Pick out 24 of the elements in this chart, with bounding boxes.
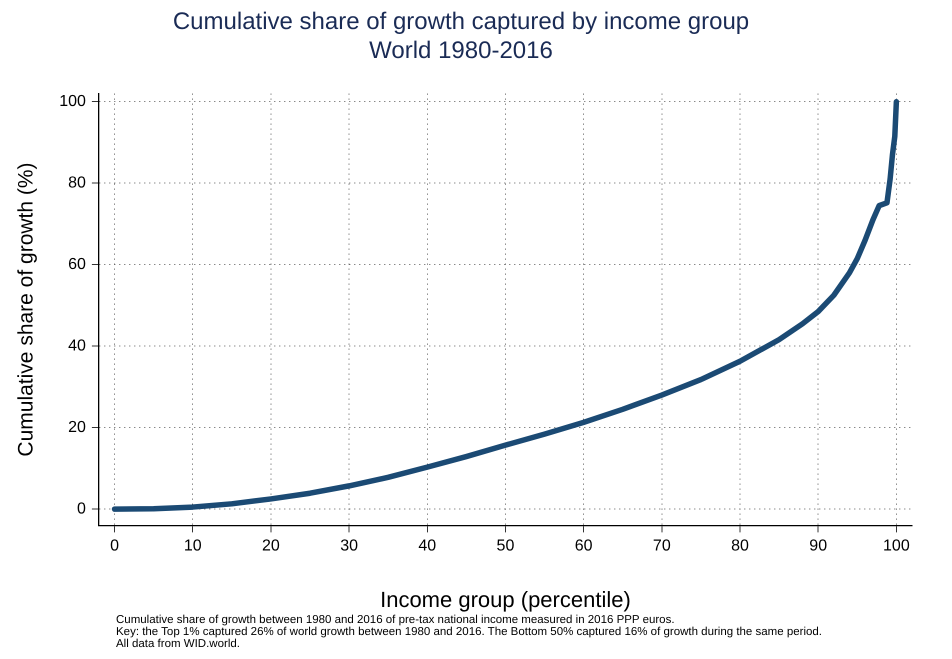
x-tick-label: 90 bbox=[809, 537, 828, 554]
x-tick-label: 100 bbox=[883, 537, 910, 554]
chart-title: Cumulative share of growth captured by income group bbox=[172, 8, 750, 36]
y-tick-label: 80 bbox=[68, 174, 86, 192]
text: Key: the Top 1% captured 26% of world growth between 1980 and 2016. The Bottom 50% captured 16% of growth during the same period. bbox=[116, 626, 822, 638]
x-axis-title: Income group (percentile) bbox=[380, 586, 631, 612]
x-tick-label: 0 bbox=[110, 537, 120, 554]
y-axis-title: Cumulative share of growth (%) bbox=[14, 162, 38, 457]
x-tick-label: 60 bbox=[574, 537, 593, 554]
x-tick-label: 70 bbox=[652, 537, 671, 554]
y-tick-label: 20 bbox=[68, 419, 86, 436]
y-tick-label: 60 bbox=[68, 256, 86, 274]
x-tick-label: 50 bbox=[496, 537, 514, 554]
chart-subtitle: World 1980-2016 bbox=[369, 36, 553, 64]
y-tick-label: 40 bbox=[68, 338, 86, 355]
x-tick-label: 10 bbox=[184, 537, 202, 554]
text: Cumulative share of growth between 1980 and 2016 of pre-tax national income measured in 2016 PPP euros. bbox=[116, 614, 676, 626]
x-tick-label: 20 bbox=[262, 537, 280, 554]
x-tick-label: 30 bbox=[340, 537, 358, 554]
x-tick-label: 80 bbox=[731, 537, 749, 554]
y-tick-label: 0 bbox=[76, 500, 86, 518]
y-tick-label: 100 bbox=[59, 93, 86, 110]
text: All data from WID.world. bbox=[116, 638, 241, 650]
x-tick-label: 40 bbox=[418, 537, 436, 554]
